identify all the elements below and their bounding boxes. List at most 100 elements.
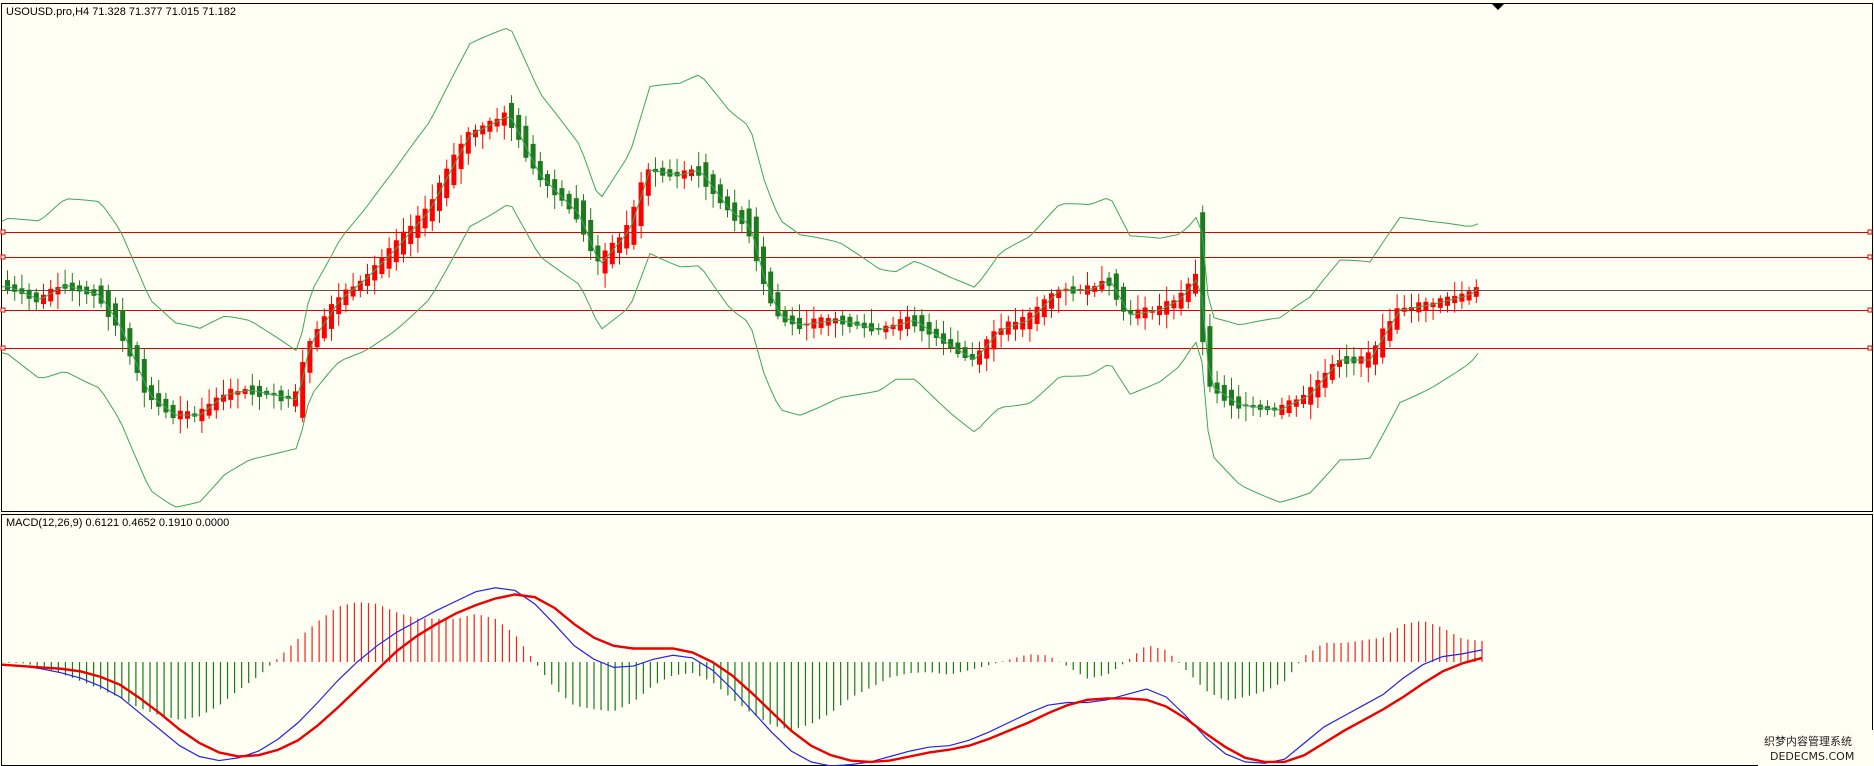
candle[interactable] [91, 284, 97, 309]
candle[interactable] [393, 229, 399, 271]
candle[interactable] [595, 235, 601, 276]
candle[interactable] [1373, 341, 1378, 376]
level-handle-right[interactable] [1867, 345, 1873, 351]
candle[interactable] [221, 379, 226, 411]
candle[interactable] [5, 270, 10, 295]
candle[interactable] [689, 165, 694, 181]
candle[interactable] [1214, 371, 1220, 404]
candle[interactable] [429, 184, 435, 231]
candle[interactable] [1236, 385, 1242, 419]
candle[interactable] [1437, 295, 1443, 314]
candle[interactable] [602, 242, 608, 288]
candle[interactable] [1387, 308, 1393, 348]
candle[interactable] [307, 338, 313, 384]
candle[interactable] [170, 400, 176, 425]
candle[interactable] [631, 199, 637, 250]
candle[interactable] [1092, 282, 1098, 298]
candle[interactable] [293, 384, 298, 413]
candle[interactable] [768, 267, 774, 307]
candle[interactable] [156, 380, 162, 416]
candle[interactable] [163, 392, 169, 419]
candle[interactable] [1020, 309, 1026, 338]
candle[interactable] [955, 330, 961, 358]
candle[interactable] [77, 280, 82, 307]
candle[interactable] [977, 341, 982, 373]
candle[interactable] [213, 387, 219, 419]
candle[interactable] [98, 278, 104, 308]
candle[interactable] [1113, 269, 1119, 306]
candle[interactable] [638, 171, 644, 239]
candle[interactable] [1221, 375, 1227, 408]
candle[interactable] [480, 122, 486, 149]
candle[interactable] [559, 180, 565, 207]
candle[interactable] [120, 297, 126, 352]
candle[interactable] [588, 208, 594, 260]
candle[interactable] [149, 376, 154, 410]
candle[interactable] [897, 310, 903, 340]
candle[interactable] [141, 348, 147, 408]
chart-shift-marker[interactable] [1492, 4, 1504, 10]
candle[interactable] [12, 276, 18, 301]
candle[interactable] [1301, 385, 1306, 408]
candle[interactable] [645, 163, 651, 206]
candle[interactable] [249, 374, 255, 406]
candle[interactable] [847, 313, 853, 333]
candle[interactable] [1106, 271, 1112, 296]
candle[interactable] [725, 189, 730, 218]
candle[interactable] [797, 304, 802, 335]
level-handle-left[interactable] [0, 229, 6, 235]
candle[interactable] [55, 272, 61, 310]
candle[interactable] [1286, 395, 1292, 417]
candle[interactable] [1099, 265, 1105, 293]
candle[interactable] [444, 159, 450, 207]
candle[interactable] [41, 283, 46, 309]
candle[interactable] [537, 151, 543, 188]
candle[interactable] [1466, 286, 1472, 305]
candle[interactable] [969, 342, 975, 367]
candle[interactable] [1171, 295, 1177, 320]
candle[interactable] [408, 214, 414, 257]
candle[interactable] [1315, 370, 1321, 409]
candle[interactable] [681, 161, 687, 189]
level-handle-right[interactable] [1867, 307, 1873, 313]
candle[interactable] [1200, 205, 1206, 356]
candle[interactable] [465, 127, 471, 165]
candle[interactable] [206, 389, 212, 419]
candle[interactable] [1229, 377, 1234, 419]
candle[interactable] [199, 397, 205, 434]
candle[interactable] [1121, 282, 1126, 321]
candle[interactable] [509, 95, 514, 141]
candle[interactable] [1430, 298, 1436, 320]
candle[interactable] [775, 283, 781, 320]
candle[interactable] [134, 341, 140, 381]
candle[interactable] [1459, 281, 1465, 309]
level-handle-right[interactable] [1867, 229, 1873, 235]
candle[interactable] [33, 288, 39, 312]
candle[interactable] [566, 190, 572, 214]
candle[interactable] [285, 389, 291, 408]
candle[interactable] [732, 189, 738, 232]
candle[interactable] [343, 283, 349, 313]
candle[interactable] [883, 321, 889, 340]
candle[interactable] [321, 308, 327, 342]
candle[interactable] [1164, 286, 1170, 329]
candle[interactable] [350, 272, 356, 301]
candle[interactable] [300, 349, 306, 423]
candle[interactable] [573, 184, 579, 223]
candle[interactable] [336, 283, 342, 326]
candle[interactable] [127, 322, 133, 365]
candle[interactable] [1193, 259, 1198, 297]
level-handle-left[interactable] [0, 254, 6, 260]
candle[interactable] [357, 275, 363, 298]
candle[interactable] [1207, 314, 1213, 393]
candle[interactable] [926, 313, 932, 348]
candle[interactable] [905, 305, 910, 337]
candle[interactable] [1337, 349, 1342, 378]
candle[interactable] [1005, 315, 1011, 342]
candle[interactable] [84, 280, 90, 304]
candle[interactable] [501, 105, 507, 140]
candle[interactable] [314, 321, 320, 352]
candle[interactable] [1473, 279, 1479, 304]
candle[interactable] [473, 124, 478, 147]
candle[interactable] [753, 207, 759, 272]
